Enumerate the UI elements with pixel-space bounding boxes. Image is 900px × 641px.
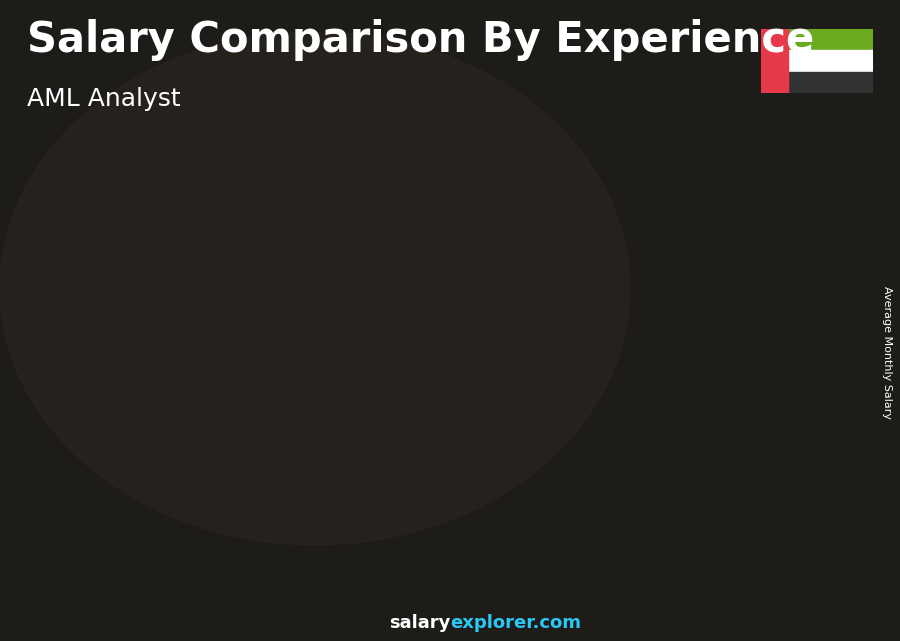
Bar — [334, 370, 338, 570]
Text: 29,300 AED: 29,300 AED — [441, 339, 531, 354]
Bar — [206, 435, 273, 570]
Bar — [206, 435, 209, 570]
Bar — [591, 46, 658, 312]
Bar — [77, 469, 80, 570]
Bar — [334, 176, 401, 376]
Bar — [778, 283, 787, 570]
Bar — [720, 3, 787, 290]
FancyArrowPatch shape — [119, 424, 227, 465]
Bar — [463, 326, 530, 570]
Text: Average Monthly Salary: Average Monthly Salary — [881, 286, 892, 419]
Bar — [720, 547, 787, 570]
Text: +22%: +22% — [398, 254, 466, 274]
Text: 12,200 AED: 12,200 AED — [59, 448, 149, 463]
Bar — [265, 435, 273, 570]
Text: salary: salary — [389, 614, 450, 632]
Text: +34%: +34% — [141, 378, 209, 398]
Bar — [760, 29, 788, 93]
FancyArrowPatch shape — [634, 270, 742, 301]
Bar — [788, 29, 873, 50]
FancyArrowPatch shape — [505, 292, 613, 322]
Bar — [651, 304, 658, 570]
Bar — [720, 283, 724, 570]
Text: explorer.com: explorer.com — [450, 614, 581, 632]
Text: +48%: +48% — [270, 306, 338, 326]
Bar — [334, 370, 401, 570]
FancyArrowPatch shape — [375, 316, 484, 367]
Text: 24,000 AED: 24,000 AED — [312, 383, 402, 398]
Bar — [77, 562, 144, 570]
Bar — [77, 469, 144, 570]
Bar — [591, 304, 658, 570]
Text: Salary Comparison By Experience: Salary Comparison By Experience — [27, 19, 814, 62]
Bar — [463, 326, 466, 570]
Text: +8%: +8% — [662, 196, 716, 215]
Bar — [463, 551, 530, 570]
Bar — [591, 549, 658, 570]
Text: 16,200 AED: 16,200 AED — [184, 448, 274, 463]
Text: +9%: +9% — [534, 224, 587, 245]
FancyArrowPatch shape — [247, 363, 356, 431]
Bar — [334, 554, 401, 570]
Bar — [136, 469, 144, 570]
Bar — [393, 370, 401, 570]
Text: 31,900 AED: 31,900 AED — [570, 317, 660, 332]
Bar — [591, 304, 595, 570]
Text: AML Analyst: AML Analyst — [27, 87, 181, 110]
Bar — [206, 304, 273, 439]
Bar — [463, 88, 530, 333]
Bar — [522, 326, 530, 570]
Text: 34,500 AED: 34,500 AED — [698, 296, 788, 310]
Bar — [720, 283, 787, 570]
Bar — [77, 370, 144, 471]
Ellipse shape — [0, 32, 630, 545]
Bar — [206, 560, 273, 570]
Bar — [788, 72, 873, 93]
Bar — [788, 50, 873, 72]
